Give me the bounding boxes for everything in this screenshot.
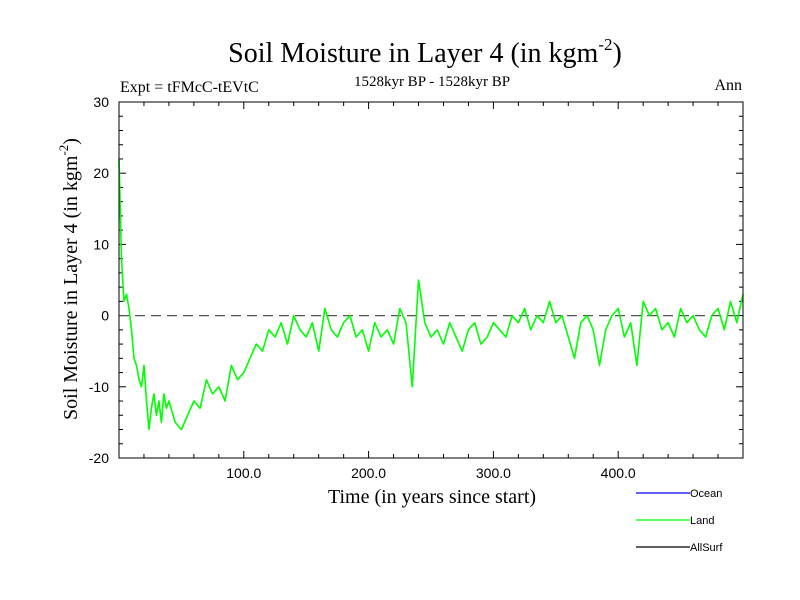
chart-subtitle-left: Expt = tFMcC-tEVtC bbox=[120, 79, 259, 96]
x-tick-label: 200.0 bbox=[351, 465, 386, 481]
y-tick-label: -20 bbox=[89, 450, 109, 466]
x-tick-label: 100.0 bbox=[226, 465, 261, 481]
chart-subtitle-center: 1528kyr BP - 1528kyr BP bbox=[354, 74, 510, 90]
y-tick-label: 10 bbox=[93, 236, 109, 252]
y-tick-label: -10 bbox=[89, 379, 109, 395]
legend: Ocean Land AllSurf bbox=[636, 488, 723, 554]
x-tick-label: 300.0 bbox=[476, 465, 511, 481]
legend-label-land: Land bbox=[690, 515, 714, 527]
series-line-land bbox=[118, 158, 744, 431]
chart-title: Soil Moisture in Layer 4 (in kgm-2) bbox=[228, 35, 622, 69]
y-tick-label: 20 bbox=[93, 165, 109, 181]
x-axis-label: Time (in years since start) bbox=[328, 486, 536, 508]
plot-frame bbox=[118, 101, 744, 459]
y-tick-label: 30 bbox=[93, 94, 109, 110]
data-series bbox=[118, 158, 744, 431]
x-tick-label: 400.0 bbox=[601, 465, 636, 481]
legend-label-allsurf: AllSurf bbox=[690, 542, 723, 554]
chart-subtitle-right: Ann bbox=[714, 77, 742, 94]
legend-label-ocean: Ocean bbox=[690, 488, 722, 500]
axis-ticks bbox=[119, 102, 743, 458]
axis-tick-labels: 100.0 200.0 300.0 400.0 -20 -10 0 10 20 30 bbox=[89, 94, 636, 481]
y-tick-label: 0 bbox=[101, 308, 109, 324]
y-axis-label: Soil Moisture in Layer 4 (in kgm-2) bbox=[56, 138, 82, 420]
